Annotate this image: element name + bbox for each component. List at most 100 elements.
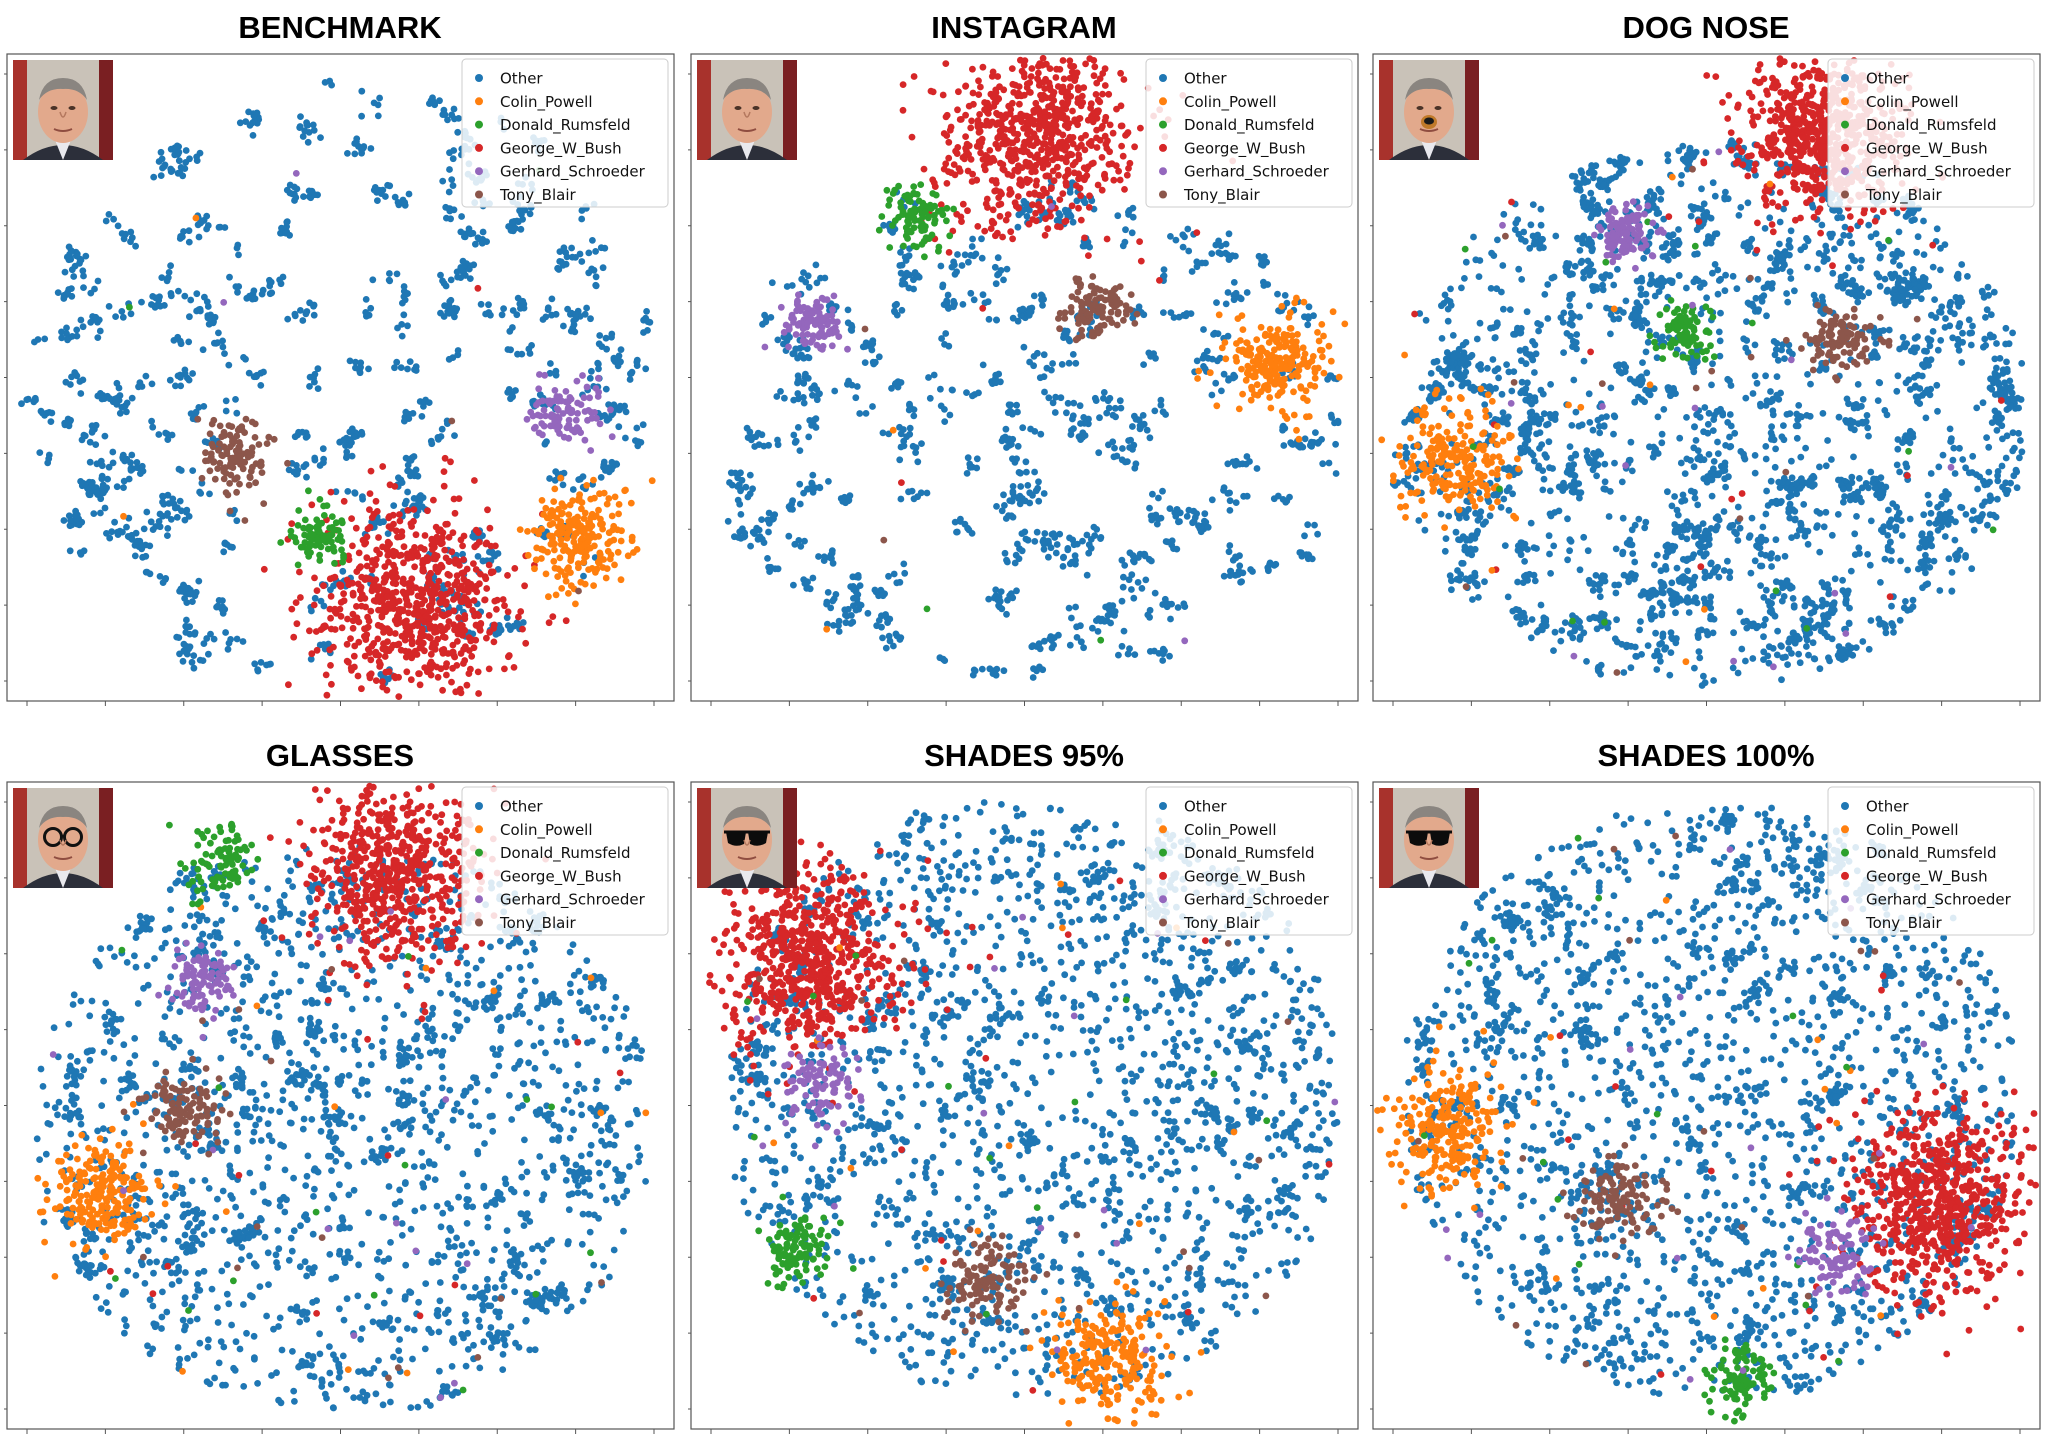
point-other bbox=[1235, 567, 1243, 575]
point-other bbox=[1152, 511, 1160, 519]
point-other bbox=[796, 447, 804, 454]
point-other bbox=[173, 633, 181, 641]
point-other bbox=[138, 541, 146, 549]
point-other bbox=[785, 532, 793, 540]
point-other bbox=[1109, 438, 1117, 446]
point-george-w-bush bbox=[396, 517, 404, 525]
point-colin-powell bbox=[1286, 325, 1294, 332]
point-george-w-bush bbox=[992, 232, 999, 240]
point-colin-powell bbox=[1222, 355, 1230, 363]
point-george-w-bush bbox=[937, 201, 945, 209]
point-colin-powell bbox=[1297, 383, 1305, 391]
point-other bbox=[805, 433, 813, 441]
point-other bbox=[592, 281, 600, 289]
point-george-w-bush bbox=[549, 613, 557, 620]
point-other bbox=[412, 367, 420, 374]
point-other bbox=[788, 282, 796, 289]
point-other bbox=[66, 253, 74, 261]
point-colin-powell bbox=[1301, 359, 1309, 366]
point-gerhard-schroeder bbox=[607, 406, 614, 414]
point-george-w-bush bbox=[413, 651, 421, 658]
point-other bbox=[226, 273, 233, 281]
point-colin-powell bbox=[1341, 320, 1349, 328]
point-other bbox=[190, 664, 198, 672]
point-george-w-bush bbox=[449, 648, 457, 656]
point-other bbox=[1068, 558, 1076, 566]
point-other bbox=[1038, 292, 1046, 300]
point-other bbox=[180, 581, 187, 589]
point-other bbox=[1167, 615, 1174, 623]
point-george-w-bush bbox=[464, 601, 472, 609]
point-other bbox=[258, 290, 266, 298]
point-george-w-bush bbox=[431, 613, 439, 621]
point-tony-blair bbox=[233, 432, 241, 440]
point-tony-blair bbox=[224, 491, 232, 499]
point-other bbox=[200, 640, 208, 647]
point-george-w-bush bbox=[476, 580, 483, 588]
point-donald-rumsfeld bbox=[277, 539, 285, 546]
point-other bbox=[1000, 491, 1007, 499]
point-george-w-bush bbox=[1043, 172, 1051, 180]
point-colin-powell bbox=[1260, 384, 1268, 392]
point-other bbox=[918, 440, 925, 447]
point-other bbox=[487, 311, 494, 319]
point-colin-powell bbox=[558, 500, 566, 508]
point-george-w-bush bbox=[414, 552, 422, 560]
point-other bbox=[1222, 300, 1230, 308]
point-donald-rumsfeld bbox=[905, 197, 912, 205]
point-george-w-bush bbox=[510, 664, 518, 671]
point-other bbox=[800, 489, 807, 497]
point-other bbox=[358, 146, 365, 154]
point-other bbox=[967, 289, 975, 297]
point-george-w-bush bbox=[399, 588, 407, 596]
point-george-w-bush bbox=[393, 641, 401, 649]
point-donald-rumsfeld bbox=[336, 532, 344, 540]
point-other bbox=[1183, 513, 1191, 520]
point-other bbox=[1018, 530, 1026, 537]
point-other bbox=[479, 228, 487, 236]
point-other bbox=[222, 407, 230, 415]
point-other bbox=[41, 335, 49, 343]
point-other bbox=[439, 111, 447, 118]
point-other bbox=[552, 371, 560, 379]
point-colin-powell bbox=[1271, 370, 1279, 377]
point-george-w-bush bbox=[1056, 196, 1064, 204]
point-george-w-bush bbox=[381, 563, 389, 570]
point-other bbox=[970, 666, 978, 674]
point-donald-rumsfeld bbox=[878, 213, 886, 220]
point-george-w-bush bbox=[1126, 159, 1134, 167]
point-colin-powell bbox=[567, 582, 575, 590]
point-gerhard-schroeder bbox=[584, 416, 591, 424]
point-colin-powell bbox=[1239, 326, 1247, 333]
point-other bbox=[1096, 414, 1103, 422]
point-other bbox=[910, 285, 917, 293]
point-other bbox=[1091, 532, 1099, 539]
point-other bbox=[946, 411, 954, 419]
point-george-w-bush bbox=[434, 538, 442, 546]
point-other bbox=[157, 148, 165, 156]
point-other bbox=[168, 167, 176, 175]
point-other bbox=[155, 297, 163, 304]
point-george-w-bush bbox=[434, 635, 442, 643]
point-george-w-bush bbox=[375, 658, 383, 666]
point-other bbox=[1021, 497, 1029, 505]
point-other bbox=[1225, 230, 1233, 238]
point-other bbox=[1107, 619, 1114, 627]
point-george-w-bush bbox=[1106, 148, 1113, 156]
point-george-w-bush bbox=[450, 495, 458, 503]
point-other bbox=[615, 423, 623, 431]
point-george-w-bush bbox=[1059, 57, 1067, 64]
point-other bbox=[1036, 374, 1044, 382]
point-other bbox=[168, 431, 176, 439]
point-other bbox=[1069, 412, 1077, 420]
point-other bbox=[458, 213, 465, 220]
point-other bbox=[1000, 276, 1007, 284]
point-tony-blair bbox=[236, 480, 243, 488]
point-other bbox=[80, 284, 87, 291]
point-other bbox=[790, 396, 798, 404]
point-other bbox=[101, 395, 108, 402]
point-other bbox=[1266, 559, 1274, 567]
point-other bbox=[1063, 409, 1070, 417]
point-other bbox=[1083, 571, 1091, 579]
point-other bbox=[583, 304, 590, 312]
